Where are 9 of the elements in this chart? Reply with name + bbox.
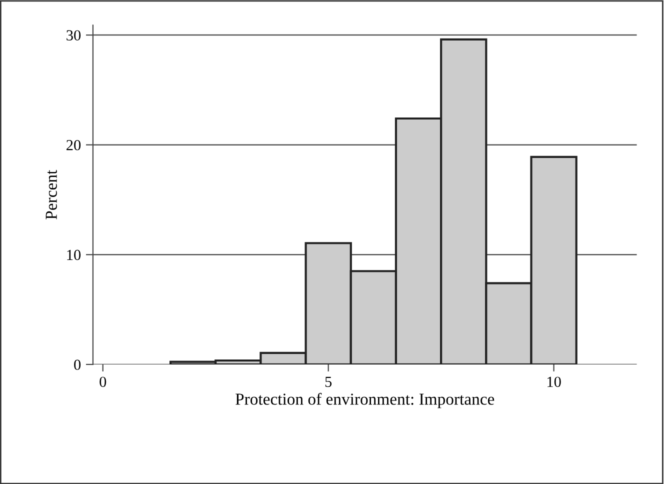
y-tick-label: 10: [67, 250, 81, 260]
y-axis-title: Percent: [46, 170, 57, 220]
x-tick-label: 0: [100, 376, 106, 388]
y-tick-label: 30: [66, 30, 81, 40]
x-axis-title: Protection of environment: Importance: [236, 392, 494, 408]
y-tick-label: 0: [74, 360, 81, 370]
x-tick-label: 10: [548, 376, 561, 388]
x-tick-label: 5: [325, 376, 332, 388]
y-tick-label: 20: [66, 140, 81, 150]
